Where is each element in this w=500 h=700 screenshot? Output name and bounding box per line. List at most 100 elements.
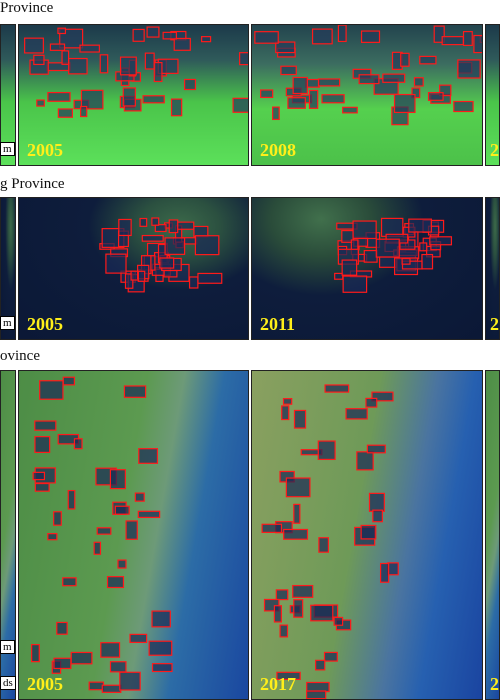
image-panel: 2005 [18, 24, 249, 166]
outline-shape [61, 50, 70, 65]
outline-shape [137, 510, 161, 519]
outline-shape [197, 272, 223, 284]
outline-shape [105, 253, 127, 274]
scale-label: m [0, 640, 15, 654]
outline-shape [275, 589, 289, 601]
outline-shape [193, 225, 209, 238]
outline-shape [375, 238, 400, 258]
outline-shape [282, 398, 293, 405]
outline-shape [292, 76, 308, 95]
outline-overlay [334, 217, 453, 293]
outline-shape [73, 438, 83, 450]
outline-shape [272, 106, 280, 121]
outline-shape [439, 84, 452, 97]
outline-shape [119, 56, 137, 76]
outline-shape [337, 25, 347, 43]
outline-shape [317, 78, 341, 87]
outline-shape [34, 420, 57, 431]
outline-shape [109, 469, 126, 490]
outline-shape [318, 537, 329, 553]
outline-shape [117, 559, 127, 569]
image-panel [0, 197, 16, 340]
outline-shape [32, 471, 46, 481]
outline-shape [292, 584, 314, 598]
outline-shape [273, 605, 282, 623]
outline-shape [151, 663, 173, 673]
outline-shape [201, 36, 212, 43]
outline-shape [287, 97, 306, 109]
outline-shape [168, 219, 179, 234]
outline-shape [170, 98, 183, 117]
year-label: 2017 [260, 674, 296, 694]
outline-shape [427, 92, 444, 101]
outline-overlay [254, 25, 482, 126]
outline-shape [148, 640, 173, 656]
year-label: 2 [490, 140, 499, 160]
outline-shape [421, 253, 434, 270]
year-label: 2 [490, 674, 499, 694]
outline-shape [134, 492, 145, 502]
row-title: ovince [0, 348, 40, 364]
outline-shape [457, 59, 481, 79]
outline-shape [360, 30, 381, 43]
image-panel: 2 [485, 197, 500, 340]
outline-shape [453, 100, 474, 113]
outline-shape [358, 74, 380, 85]
outline-shape [371, 391, 394, 402]
outline-shape [310, 604, 334, 622]
outline-shape [401, 257, 411, 265]
outline-shape [356, 451, 374, 471]
outline-shape [342, 275, 368, 293]
outline-shape [254, 31, 279, 44]
outline-shape [53, 657, 72, 670]
outline-shape [96, 527, 112, 535]
outline-shape [39, 380, 64, 400]
year-label: 2005 [27, 140, 63, 160]
outline-shape [151, 610, 171, 628]
outline-shape [380, 217, 404, 237]
outline-shape [88, 681, 105, 691]
year-label: 2008 [260, 140, 296, 160]
outline-shape [317, 440, 336, 461]
outline-shape [184, 78, 197, 91]
image-panel [0, 24, 16, 166]
outline-shape [324, 384, 350, 393]
image-panel: 2 [485, 24, 500, 166]
outline-shape [279, 624, 289, 638]
outline-shape [342, 106, 358, 114]
image-panel: 2017 [251, 370, 483, 700]
image-panel: 2008 [251, 24, 483, 166]
outline-shape [363, 249, 378, 263]
year-label: 2011 [260, 314, 296, 334]
outline-shape [80, 105, 88, 118]
outline-shape [276, 671, 301, 681]
outline-shape [280, 65, 297, 76]
outline-shape [323, 651, 338, 662]
outline-shape [411, 87, 421, 99]
outline-shape [333, 616, 344, 626]
outline-shape [119, 671, 141, 691]
outline-shape [232, 97, 248, 113]
outline-shape [164, 237, 186, 255]
outline-overlay [24, 26, 248, 118]
outline-shape [153, 61, 163, 83]
outline-shape [368, 492, 385, 512]
outline-shape [260, 89, 274, 99]
scale-label: m [0, 142, 15, 156]
outline-shape [360, 524, 377, 540]
outline-shape [159, 257, 175, 269]
outline-shape [261, 523, 283, 533]
outline-shape [70, 651, 93, 665]
outline-shape [106, 576, 125, 589]
image-panel: 2005 [18, 370, 249, 700]
outline-shape [239, 52, 248, 66]
outline-shape [57, 108, 73, 118]
outline-shape [62, 577, 77, 587]
outline-shape [176, 221, 195, 230]
outline-shape [80, 89, 104, 110]
outline-shape [129, 633, 148, 644]
outline-shape [93, 541, 102, 555]
outline-shape [154, 224, 167, 233]
outline-shape [379, 562, 390, 583]
outline-shape [53, 511, 62, 526]
